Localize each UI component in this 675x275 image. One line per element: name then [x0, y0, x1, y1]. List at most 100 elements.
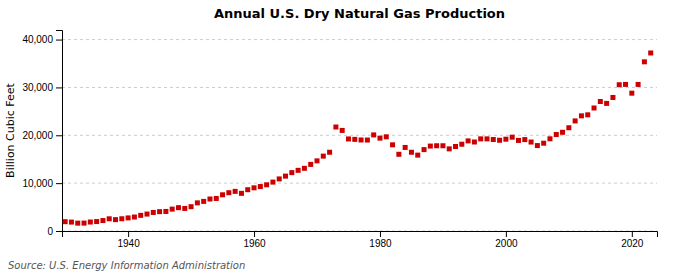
x-tick-mark	[380, 231, 381, 237]
markers	[63, 50, 654, 225]
data-point	[157, 209, 162, 214]
data-point	[617, 82, 622, 87]
data-point	[69, 220, 74, 225]
data-point	[283, 174, 288, 179]
x-tick-mark	[632, 231, 633, 237]
data-point	[390, 142, 395, 147]
data-point	[598, 99, 603, 104]
data-point	[75, 221, 80, 226]
x-axis-line	[63, 232, 658, 238]
data-point	[352, 137, 357, 142]
y-tick-label: 40,000	[22, 34, 53, 45]
x-tick-label: 1960	[243, 238, 266, 249]
y-axis-line	[56, 31, 63, 232]
data-point	[566, 125, 571, 130]
data-point	[365, 138, 370, 143]
data-point	[497, 138, 502, 143]
y-tick-mark	[56, 183, 62, 184]
data-point	[308, 162, 313, 167]
data-point	[529, 140, 534, 145]
data-point	[315, 158, 320, 163]
data-point	[459, 142, 464, 147]
data-point	[648, 50, 653, 55]
data-point	[233, 189, 238, 194]
data-point	[434, 143, 439, 148]
data-point	[409, 150, 414, 155]
data-point	[610, 95, 615, 100]
data-point	[296, 168, 301, 173]
x-tick: 1940	[117, 231, 140, 249]
data-point	[113, 217, 118, 222]
grid-line	[62, 183, 657, 184]
y-tick: 40,000	[22, 34, 62, 45]
data-point	[340, 128, 345, 133]
data-point	[189, 204, 194, 209]
data-point	[485, 136, 490, 141]
data-point	[100, 218, 105, 223]
grid-line	[62, 135, 657, 136]
x-tick: 2000	[495, 231, 518, 249]
grid	[62, 40, 657, 231]
y-axis: 0 10,000 20,000 30,000 40,000	[22, 31, 62, 237]
data-point	[258, 184, 263, 189]
y-tick: 20,000	[22, 130, 62, 141]
x-tick: 1960	[243, 231, 266, 249]
data-point	[547, 136, 552, 141]
plot-area: 19401960198020002020010,00020,00030,0004…	[22, 31, 657, 250]
data-point	[176, 205, 181, 210]
y-tick: 0	[47, 226, 62, 237]
y-tick-label: 30,000	[22, 82, 53, 93]
data-point	[440, 143, 445, 148]
data-point	[107, 216, 112, 221]
x-tick: 2020	[621, 231, 644, 249]
data-point	[428, 144, 433, 149]
data-point	[151, 210, 156, 215]
data-point	[201, 199, 206, 204]
data-point	[346, 136, 351, 141]
data-point	[321, 154, 326, 159]
data-point	[535, 143, 540, 148]
y-tick-mark	[56, 87, 62, 88]
grid-line	[62, 87, 657, 88]
data-point	[145, 212, 150, 217]
data-point	[277, 176, 282, 181]
data-point	[163, 209, 168, 214]
data-point	[359, 137, 364, 142]
x-tick-mark	[254, 231, 255, 237]
data-point	[516, 138, 521, 143]
data-point	[377, 136, 382, 141]
data-point	[302, 166, 307, 171]
data-point	[371, 132, 376, 137]
data-point	[447, 146, 452, 151]
data-point	[592, 106, 597, 111]
chart-svg: 19401960198020002020010,00020,00030,0004…	[0, 0, 675, 275]
x-tick-label: 2020	[621, 238, 644, 249]
data-point	[94, 219, 99, 224]
data-point	[170, 207, 175, 212]
data-point	[195, 200, 200, 205]
data-point	[252, 185, 257, 190]
chart-title: Annual U.S. Dry Natural Gas Production	[214, 6, 505, 21]
x-axis: 19401960198020002020	[63, 231, 658, 249]
x-tick-label: 1940	[117, 238, 140, 249]
data-point	[270, 180, 275, 185]
data-point	[384, 134, 389, 139]
data-point	[415, 153, 420, 158]
data-point	[636, 82, 641, 87]
data-point	[478, 136, 483, 141]
y-tick: 10,000	[22, 178, 62, 189]
data-point	[573, 118, 578, 123]
data-point	[327, 150, 332, 155]
data-point	[126, 215, 131, 220]
data-point	[289, 170, 294, 175]
data-point	[207, 197, 212, 202]
x-tick-mark	[506, 231, 507, 237]
data-point	[88, 220, 93, 225]
data-point	[466, 138, 471, 143]
data-point	[585, 112, 590, 117]
data-point	[510, 135, 515, 140]
y-tick-mark	[56, 40, 62, 41]
data-point	[245, 187, 250, 192]
y-tick-label: 0	[47, 226, 53, 237]
y-tick-label: 20,000	[22, 130, 53, 141]
